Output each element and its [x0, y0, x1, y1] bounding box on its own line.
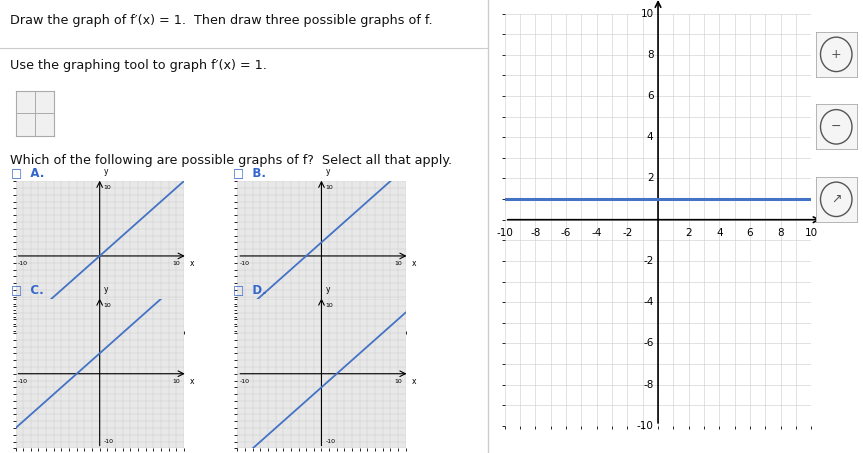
Text: -2: -2 [622, 228, 633, 238]
Text: +: + [831, 48, 841, 61]
Text: 10: 10 [173, 379, 180, 384]
Text: x: x [827, 203, 835, 217]
Text: -10: -10 [18, 379, 28, 384]
Text: -4: -4 [591, 228, 602, 238]
Text: Draw the graph of f′(x) = 1.  Then draw three possible graphs of f.: Draw the graph of f′(x) = 1. Then draw t… [10, 14, 433, 27]
Text: 10: 10 [394, 261, 402, 266]
Text: 6: 6 [646, 91, 653, 101]
Text: ↗: ↗ [831, 193, 841, 206]
Text: -10: -10 [104, 439, 114, 444]
Text: −: − [831, 120, 841, 133]
Text: -10: -10 [104, 321, 114, 327]
Text: -6: -6 [561, 228, 571, 238]
Text: 10: 10 [104, 303, 111, 308]
Text: □  A.: □ A. [11, 166, 45, 179]
Text: 10: 10 [804, 228, 818, 238]
Text: 2: 2 [646, 173, 653, 183]
Text: -10: -10 [496, 228, 513, 238]
Text: -10: -10 [240, 379, 250, 384]
Text: -6: -6 [643, 338, 653, 348]
Text: y: y [325, 167, 330, 176]
Text: x: x [190, 377, 194, 386]
Text: 10: 10 [325, 303, 333, 308]
Text: 4: 4 [716, 228, 722, 238]
Text: Use the graphing tool to graph f′(x) = 1.: Use the graphing tool to graph f′(x) = 1… [10, 59, 268, 72]
Text: 10: 10 [325, 185, 333, 191]
Text: -10: -10 [240, 261, 250, 266]
Text: y: y [104, 167, 108, 176]
Text: □  C.: □ C. [11, 284, 44, 297]
Text: y: y [104, 284, 108, 294]
Text: x: x [412, 259, 416, 268]
Text: 2: 2 [685, 228, 692, 238]
Text: -10: -10 [637, 421, 653, 431]
Text: 10: 10 [173, 261, 180, 266]
Text: 10: 10 [640, 9, 653, 19]
Text: Which of the following are possible graphs of f?  Select all that apply.: Which of the following are possible grap… [10, 154, 452, 167]
Text: 8: 8 [646, 50, 653, 60]
Text: y: y [325, 284, 330, 294]
Text: -8: -8 [643, 380, 653, 390]
Text: -10: -10 [325, 321, 336, 327]
Text: □  D.: □ D. [233, 284, 267, 297]
Text: □  B.: □ B. [233, 166, 266, 179]
Text: x: x [412, 377, 416, 386]
Text: -2: -2 [643, 256, 653, 266]
Text: 8: 8 [778, 228, 784, 238]
Text: 4: 4 [646, 132, 653, 142]
Text: -10: -10 [325, 439, 336, 444]
Text: 10: 10 [104, 185, 111, 191]
Text: -10: -10 [18, 261, 28, 266]
Text: 10: 10 [394, 379, 402, 384]
Text: -4: -4 [643, 297, 653, 307]
Text: x: x [190, 259, 194, 268]
Text: -8: -8 [530, 228, 541, 238]
Text: 6: 6 [746, 228, 753, 238]
